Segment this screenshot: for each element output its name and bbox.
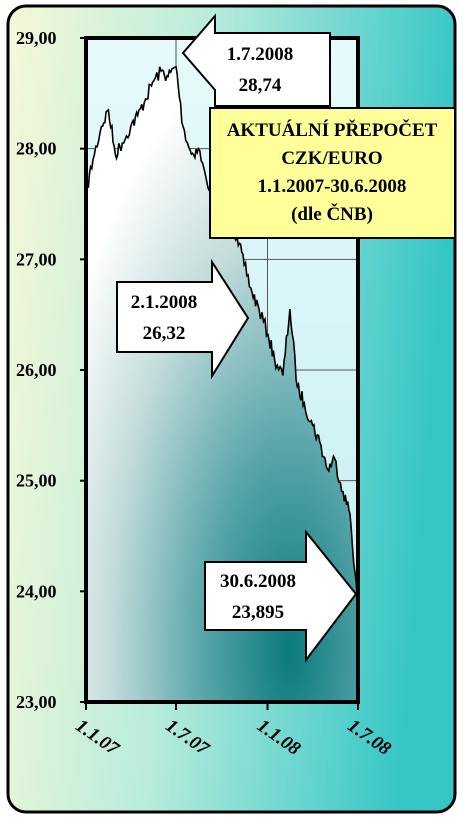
info-box-line-1: AKTUÁLNÍ PŘEPOČET — [227, 119, 438, 141]
info-box-line-3: 1.1.2007-30.6.2008 — [258, 176, 407, 197]
callout-peak-arrow — [181, 13, 331, 107]
y-axis: 29,00 28,00 27,00 26,00 25,00 24,00 23,00 — [16, 28, 86, 712]
y-tick-label: 27,00 — [16, 249, 57, 269]
callout-jan2008-date: 2.1.2008 — [131, 292, 198, 313]
y-tick-label: 26,00 — [16, 360, 57, 380]
y-tick-label: 29,00 — [16, 28, 57, 48]
callout-peak-date: 1.7.2008 — [227, 44, 294, 65]
callout-end: 30.6.2008 23,895 — [204, 529, 358, 663]
y-tick-label: 23,00 — [16, 692, 57, 712]
callout-end-date: 30.6.2008 — [220, 571, 296, 592]
callout-end-arrow — [204, 529, 358, 663]
y-tick-label: 28,00 — [16, 139, 57, 159]
callout-jan2008-value: 26,32 — [143, 323, 186, 344]
callout-end-value: 23,895 — [232, 602, 284, 623]
y-tick-label: 25,00 — [16, 471, 57, 491]
series-area — [86, 66, 358, 703]
y-tick-label: 24,00 — [16, 581, 57, 601]
info-box: AKTUÁLNÍ PŘEPOČET CZK/EURO 1.1.2007-30.6… — [209, 107, 456, 239]
info-box-line-2: CZK/EURO — [281, 148, 382, 169]
info-box-background — [209, 107, 456, 239]
callout-jan2008: 2.1.2008 26,32 — [116, 258, 250, 380]
callout-peak-value: 28,74 — [239, 75, 282, 96]
callout-peak: 1.7.2008 28,74 — [181, 13, 331, 107]
info-box-line-4: (dle ČNB) — [291, 203, 373, 225]
callout-jan2008-arrow — [116, 258, 250, 380]
